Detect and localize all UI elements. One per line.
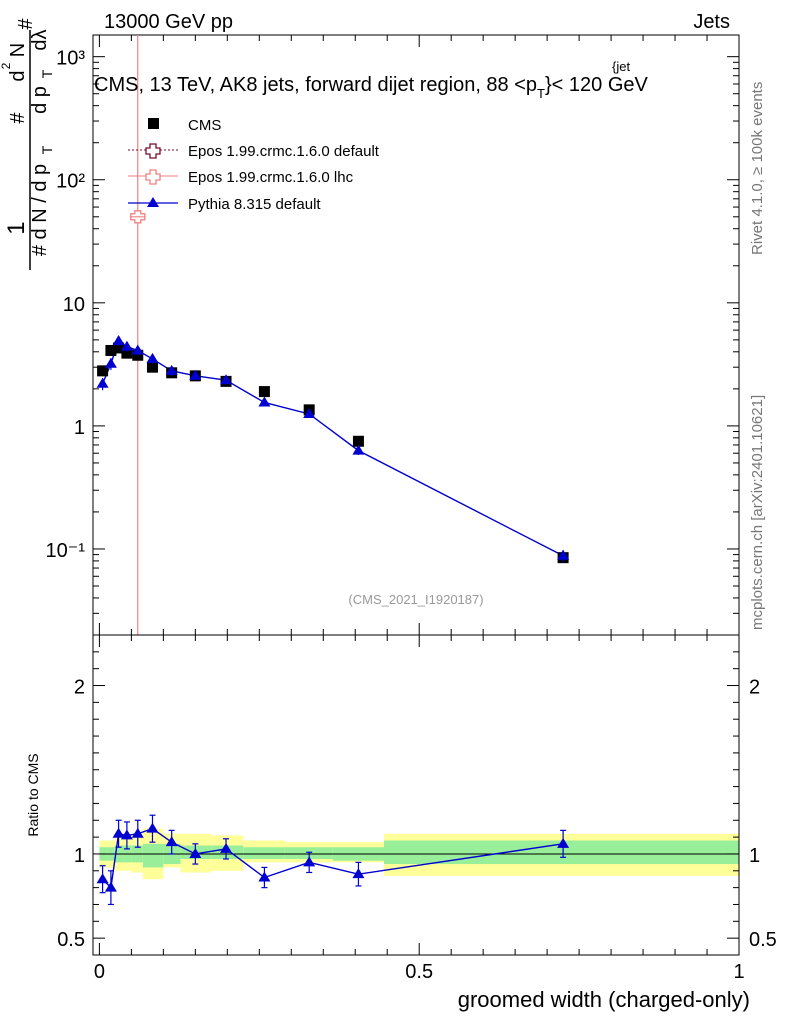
legend-label-pythia: Pythia 8.315 default xyxy=(188,196,321,213)
header-energy: 13000 GeV pp xyxy=(104,11,233,33)
main-ylabel: 1 # d N / d p T # d p T d 2 N # dλ xyxy=(0,18,55,270)
pythia-point xyxy=(104,357,117,368)
main-ytick-label: 10³ xyxy=(56,48,85,70)
main-title-sup: {jet xyxy=(612,59,630,74)
cms-point xyxy=(113,342,125,354)
ratio-pythia-point xyxy=(104,881,117,892)
analysis-id-label: (CMS_2021_I1920187) xyxy=(348,592,483,607)
ratio-pythia-point xyxy=(165,836,178,847)
ratio-pythia-point xyxy=(96,873,109,884)
legend-marker-pythia xyxy=(147,197,159,207)
ylabel-part-11: dλ xyxy=(29,29,51,50)
ylabel-part-5: d p xyxy=(29,86,51,114)
pythia-point xyxy=(220,374,233,385)
main-title: CMS, 13 TeV, AK8 jets, forward dijet reg… xyxy=(94,74,649,101)
cms-point xyxy=(258,386,270,398)
legend-label-epos-default: Epos 1.99.crmc.1.6.0 default xyxy=(188,143,380,160)
legend-label-epos-lhc: Epos 1.99.crmc.1.6.0 lhc xyxy=(188,169,354,186)
ratio-ytick-label-right: 0.5 xyxy=(749,929,777,951)
main-title-sub: T xyxy=(537,86,545,101)
pythia-point xyxy=(96,377,109,388)
cms-point xyxy=(105,344,117,356)
main-ytick-label: 10 xyxy=(63,294,85,316)
ratio-band-inner xyxy=(142,843,164,868)
ratio-pythia-point xyxy=(220,842,233,853)
ratio-pythia-point xyxy=(120,829,133,840)
cms-point xyxy=(97,365,109,377)
pythia-point xyxy=(112,334,125,345)
ylabel-part-10: # xyxy=(15,18,37,30)
pythia-point xyxy=(165,364,178,375)
ratio-ytick-label-right: 2 xyxy=(749,677,760,699)
pythia-point xyxy=(189,369,202,380)
pythia-point xyxy=(557,549,570,560)
ylabel-part-2: # d N / d p xyxy=(29,164,51,256)
ratio-pythia-point xyxy=(131,827,144,838)
ylabel-part-8: 2 xyxy=(0,62,13,69)
header-category: Jets xyxy=(693,11,730,33)
ratio-ytick-labels: 0.5 0.5 1 1 2 2 xyxy=(57,677,777,952)
ratio-data-marks xyxy=(96,814,570,906)
xtick-label: 0.5 xyxy=(405,961,433,983)
ratio-ytick-label-left: 2 xyxy=(74,677,85,699)
cms-point xyxy=(352,435,364,447)
pythia-point xyxy=(303,407,316,418)
main-data-marks xyxy=(96,35,570,635)
main-ytick-label: 10⁻¹ xyxy=(46,540,86,562)
ratio-band-inner xyxy=(243,847,285,859)
ratio-pythia-point xyxy=(557,837,570,848)
ratio-pythia-point xyxy=(303,856,316,867)
main-title-tail: }< 120 GeV xyxy=(545,74,649,96)
pythia-point xyxy=(131,344,144,355)
ylabel-part-6: T xyxy=(39,69,55,78)
main-axis-ticks xyxy=(93,35,740,636)
ratio-ytick-label-right: 1 xyxy=(749,845,760,867)
xtick-label: 1 xyxy=(733,961,744,983)
ylabel-part-7: d xyxy=(7,70,29,81)
main-title-text: CMS, 13 TeV, AK8 jets, forward dijet reg… xyxy=(94,74,537,96)
main-ytick-label: 1 xyxy=(74,417,85,439)
legend: CMS Epos 1.99.crmc.1.6.0 default Epos 1.… xyxy=(128,117,380,213)
ratio-band-inner xyxy=(384,840,739,865)
main-ytick-label: 10² xyxy=(56,171,85,193)
ratio-plot-frame xyxy=(92,634,740,956)
pythia-point xyxy=(120,340,133,351)
x-axis-label: groomed width (charged-only) xyxy=(458,987,750,1012)
ratio-ylabel: Ratio to CMS xyxy=(25,753,41,836)
ratio-ytick-label-left: 0.5 xyxy=(57,929,85,951)
ratio-pythia-point xyxy=(146,822,159,833)
legend-marker-cms xyxy=(148,118,159,129)
pythia-point xyxy=(352,444,365,455)
ratio-axis-ticks xyxy=(93,635,740,955)
ratio-pythia-point xyxy=(352,868,365,879)
xtick-labels: 0 0.5 1 xyxy=(94,961,745,983)
ylabel-part-1: 1 xyxy=(3,221,30,234)
legend-label-cms: CMS xyxy=(188,117,221,134)
ratio-pythia-point xyxy=(189,847,202,858)
xtick-label: 0 xyxy=(94,961,105,983)
ylabel-part-9: N xyxy=(7,43,29,57)
legend-marker-epos-lhc xyxy=(145,169,161,185)
pythia-point xyxy=(146,352,159,363)
source-label: mcplots.cern.ch [arXiv:2401.10621] xyxy=(749,395,766,630)
ylabel-part-3: T xyxy=(39,145,55,154)
cms-point xyxy=(146,361,158,373)
ylabel-part-4: # xyxy=(7,112,29,124)
pythia-point xyxy=(258,396,271,407)
ratio-ytick-label-left: 1 xyxy=(74,845,85,867)
rivet-version-label: Rivet 4.1.0, ≥ 100k events xyxy=(749,82,766,255)
ratio-pythia-point xyxy=(258,871,271,882)
ratio-pythia-point xyxy=(112,827,125,838)
cms-point xyxy=(121,347,133,359)
legend-marker-epos-default xyxy=(145,143,161,159)
main-ytick-labels: 10⁻¹ 1 10 10² 10³ xyxy=(46,48,86,562)
